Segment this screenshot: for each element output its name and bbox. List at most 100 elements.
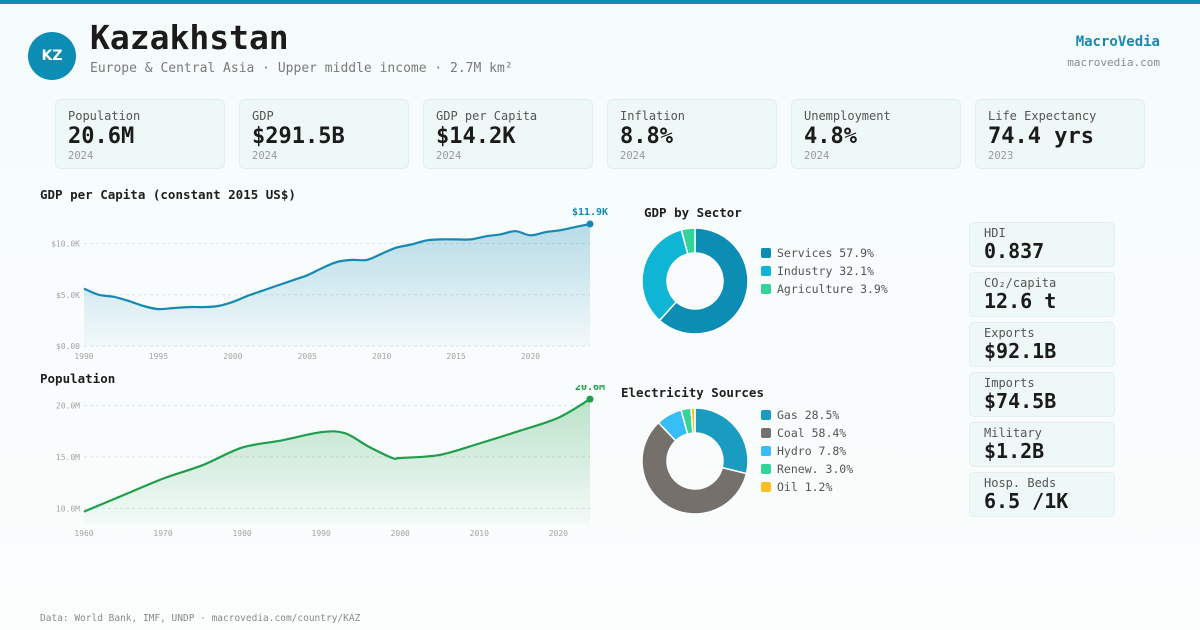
page-title: Kazakhstan: [90, 18, 289, 57]
stat-card-imports: Imports $74.5B: [969, 372, 1115, 417]
donut-slice-oil: [690, 407, 696, 434]
legend-item-oil: Oil 1.2%: [761, 478, 853, 496]
donut-slice-industry: [641, 228, 689, 322]
country-badge: KZ: [28, 32, 76, 80]
legend-label: Services 57.9%: [777, 246, 874, 260]
legend-label: Renew. 3.0%: [777, 462, 854, 476]
donut-slice-coal: [641, 421, 748, 515]
x-tick-label: 1970: [153, 529, 172, 538]
kpi-year: 2023: [988, 150, 1014, 162]
x-tick-label: 2000: [223, 352, 242, 361]
legend-item-agriculture: Agriculture 3.9%: [761, 280, 888, 298]
stat-value: $74.5B: [984, 389, 1057, 413]
legend-label: Oil 1.2%: [777, 480, 833, 494]
donut-slice-services: [658, 227, 749, 335]
series-area: [84, 399, 590, 524]
stat-card-hdi: HDI 0.837: [969, 222, 1115, 267]
sector-legend: Services 57.9% Industry 32.1% Agricultur…: [761, 244, 888, 298]
kpi-year: 2024: [620, 150, 646, 162]
kpi-value: $14.2K: [436, 124, 516, 149]
stat-value: 0.837: [984, 239, 1045, 263]
kpi-label: Life Expectancy: [988, 109, 1097, 123]
page-subtitle: Europe & Central Asia · Upper middle inc…: [90, 61, 513, 76]
x-tick-label: 1980: [232, 529, 251, 538]
kpi-card-inflation: Inflation 8.8% 2024: [607, 99, 777, 169]
y-tick-label: 20.0M: [56, 401, 80, 410]
kpi-label: GDP: [252, 109, 274, 123]
donut-slice-agriculture: [680, 227, 696, 255]
legend-label: Gas 28.5%: [777, 408, 840, 422]
legend-swatch: [761, 248, 771, 258]
stat-card-hospital-beds: Hosp. Beds 6.5 /1K: [969, 472, 1115, 517]
legend-item-renewables: Renew. 3.0%: [761, 460, 853, 478]
stat-card-military: Military $1.2B: [969, 422, 1115, 467]
series-line: [83, 222, 591, 311]
series-line: [83, 398, 591, 513]
legend-swatch: [761, 482, 771, 492]
population-chart: 10.0M 15.0M 20.0M 1960 1970 1980 1990 2000 2010 2…: [56, 385, 605, 538]
kpi-card-life-expectancy: Life Expectancy 74.4 yrs 2023: [975, 99, 1145, 169]
electricity-legend: Gas 28.5% Coal 58.4% Hydro 7.8% Renew. 3…: [761, 406, 853, 496]
kpi-value: 4.8%: [804, 124, 857, 149]
x-tick-label: 1960: [74, 529, 93, 538]
x-tick-label: 2020: [521, 352, 540, 361]
kpi-value: $291.5B: [252, 124, 345, 149]
end-point: [586, 395, 594, 403]
kpi-label: Inflation: [620, 109, 686, 123]
kpi-label: GDP per Capita: [436, 109, 538, 123]
end-value-label: 20.6M: [575, 385, 605, 393]
gdp-chart-title: GDP per Capita (constant 2015 US$): [40, 187, 296, 202]
legend-item-gas: Gas 28.5%: [761, 406, 853, 424]
population-chart-title: Population: [40, 371, 116, 386]
stat-value: $92.1B: [984, 339, 1057, 363]
kpi-year: 2024: [68, 150, 94, 162]
kpi-value: 8.8%: [620, 124, 673, 149]
stat-label: Exports: [984, 326, 1035, 340]
stat-label: CO₂/capita: [984, 276, 1057, 290]
kpi-value: 20.6M: [68, 124, 135, 149]
electricity-donut-chart: [641, 407, 749, 515]
legend-label: Industry 32.1%: [777, 264, 874, 278]
stat-value: $1.2B: [984, 439, 1045, 463]
kpi-year: 2024: [252, 150, 278, 162]
kpi-card-unemployment: Unemployment 4.8% 2024: [791, 99, 961, 169]
stat-label: HDI: [984, 226, 1006, 240]
x-tick-label: 2020: [549, 529, 568, 538]
legend-swatch: [761, 446, 771, 456]
kpi-label: Unemployment: [804, 109, 891, 123]
stat-label: Hosp. Beds: [984, 476, 1057, 490]
kpi-card-gdp-per-capita: GDP per Capita $14.2K 2024: [423, 99, 593, 169]
donut-slice-gas: [694, 407, 749, 475]
kpi-label: Population: [68, 109, 141, 123]
x-tick-label: 1990: [74, 352, 93, 361]
legend-item-hydro: Hydro 7.8%: [761, 442, 853, 460]
y-tick-label: $5.0K: [56, 291, 80, 300]
legend-item-coal: Coal 58.4%: [761, 424, 853, 442]
legend-swatch: [761, 284, 771, 294]
legend-swatch: [761, 410, 771, 420]
y-tick-label: 15.0M: [56, 453, 80, 462]
stat-card-exports: Exports $92.1B: [969, 322, 1115, 367]
end-value-label: $11.9K: [572, 207, 608, 218]
x-tick-label: 2015: [446, 352, 465, 361]
brand-link[interactable]: MacroVedia: [1075, 34, 1160, 50]
sector-chart-title: GDP by Sector: [644, 205, 742, 220]
x-tick-label: 1990: [312, 529, 331, 538]
y-tick-label: $0.00: [56, 342, 80, 351]
series-area: [84, 224, 590, 346]
x-tick-label: 2000: [391, 529, 410, 538]
stat-value: 12.6 t: [984, 289, 1057, 313]
legend-item-services: Services 57.9%: [761, 244, 888, 262]
gdp-per-capita-chart: $0.00 $5.0K $10.0K 1990 1995 2000 2005 2010 2015…: [51, 207, 608, 361]
legend-swatch: [761, 428, 771, 438]
kpi-card-population: Population 20.6M 2024: [55, 99, 225, 169]
brand-url-link[interactable]: macrovedia.com: [1067, 56, 1160, 69]
y-tick-label: 10.0M: [56, 505, 80, 514]
legend-item-industry: Industry 32.1%: [761, 262, 888, 280]
stat-label: Imports: [984, 376, 1035, 390]
x-tick-label: 2010: [470, 529, 489, 538]
kpi-year: 2024: [804, 150, 830, 162]
x-tick-label: 2005: [298, 352, 317, 361]
legend-label: Agriculture 3.9%: [777, 282, 888, 296]
legend-swatch: [761, 266, 771, 276]
